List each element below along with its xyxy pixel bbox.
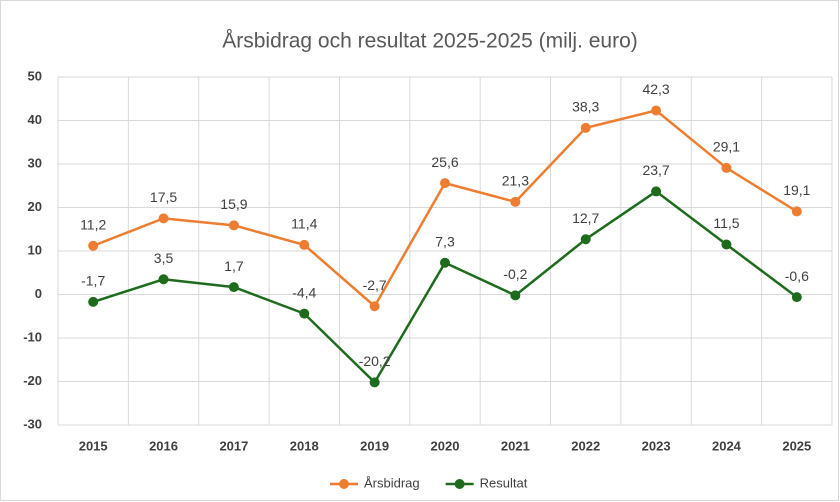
y-tick-label: -10 <box>23 329 42 344</box>
data-label: -2,7 <box>363 277 387 293</box>
x-tick-label: 2017 <box>219 438 248 453</box>
data-label: 11,2 <box>80 216 106 232</box>
x-tick-label: 2022 <box>571 438 600 453</box>
data-label: 25,6 <box>431 154 458 170</box>
data-point <box>510 290 521 301</box>
data-point <box>651 105 662 116</box>
data-label: 15,9 <box>220 196 247 212</box>
y-tick-label: 50 <box>28 68 42 83</box>
legend-marker <box>454 479 465 489</box>
data-point <box>228 220 239 231</box>
y-tick-label: 10 <box>28 242 42 257</box>
data-label: -1,7 <box>81 273 105 289</box>
data-point <box>228 282 239 293</box>
y-tick-label: -20 <box>23 373 42 388</box>
chart-title: Årsbidrag och resultat 2025-2025 (milj. … <box>222 30 638 53</box>
y-tick-label: 30 <box>28 155 42 170</box>
data-point <box>369 377 380 388</box>
x-tick-label: 2016 <box>149 438 178 453</box>
data-point <box>158 213 169 224</box>
data-label: 1,7 <box>224 258 244 274</box>
y-tick-label: 40 <box>28 112 42 127</box>
data-label: 23,7 <box>642 162 669 178</box>
data-label: 29,1 <box>713 139 740 155</box>
data-label: 11,4 <box>291 216 317 232</box>
legend-label: Årsbidrag <box>364 475 420 490</box>
data-label: 3,5 <box>154 250 174 266</box>
data-point <box>369 301 380 312</box>
data-label: -4,4 <box>292 284 316 300</box>
x-tick-label: 2015 <box>79 438 108 453</box>
data-label: 42,3 <box>642 81 669 97</box>
y-tick-label: -30 <box>23 416 42 431</box>
data-point <box>580 122 591 133</box>
legend-label: Resultat <box>480 475 528 490</box>
legend-marker <box>339 479 349 489</box>
x-tick-label: 2020 <box>431 438 460 453</box>
x-tick-label: 2025 <box>782 438 811 453</box>
y-tick-label: 0 <box>35 286 42 301</box>
data-label: -0,2 <box>503 266 527 282</box>
data-point <box>440 257 450 268</box>
data-label: -20,2 <box>359 353 391 369</box>
data-point <box>158 274 169 285</box>
data-label: -0,6 <box>785 268 809 284</box>
data-point <box>510 196 521 207</box>
data-label: 21,3 <box>502 173 529 189</box>
data-point <box>721 162 732 173</box>
data-label: 38,3 <box>572 99 599 115</box>
data-label: 19,1 <box>783 182 810 198</box>
data-label: 7,3 <box>435 233 455 249</box>
x-tick-label: 2019 <box>360 438 389 453</box>
data-point <box>88 240 99 251</box>
data-label: 17,5 <box>150 189 177 205</box>
x-tick-label: 2021 <box>501 438 530 453</box>
data-point <box>299 239 310 250</box>
data-point <box>299 308 310 319</box>
data-point <box>791 206 802 217</box>
data-point <box>580 234 591 245</box>
data-label: 12,7 <box>572 210 599 226</box>
x-tick-label: 2024 <box>712 438 742 453</box>
data-point <box>651 186 662 197</box>
data-point <box>791 292 802 303</box>
data-point <box>440 178 450 189</box>
y-tick-label: 20 <box>28 199 42 214</box>
data-label: 11,5 <box>713 215 739 231</box>
data-point <box>721 239 732 250</box>
data-point <box>88 296 99 307</box>
x-tick-label: 2023 <box>642 438 671 453</box>
x-tick-label: 2018 <box>290 438 319 453</box>
